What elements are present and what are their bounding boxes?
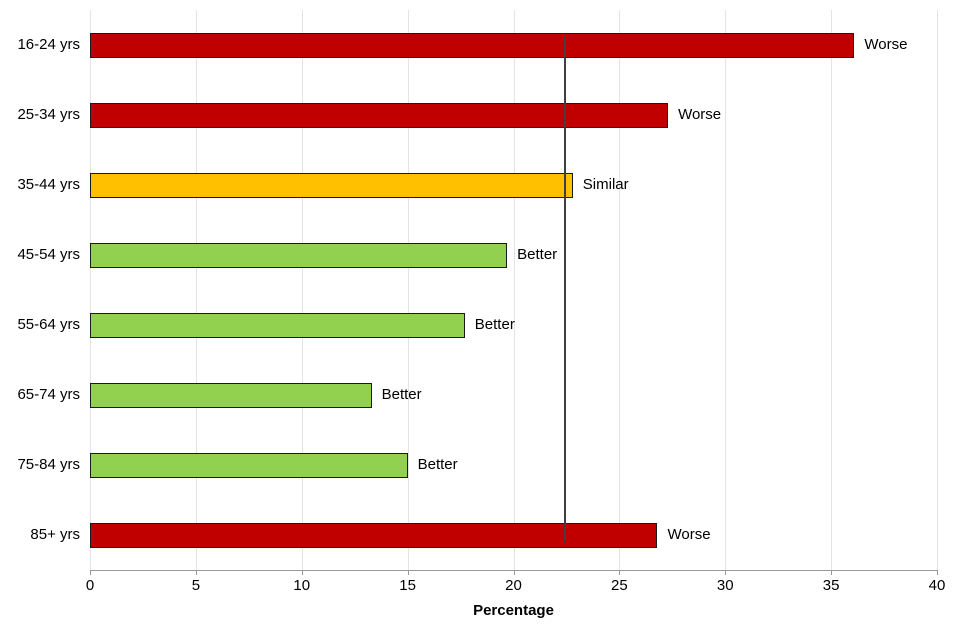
bar [90,172,573,198]
gridline [831,10,833,570]
tick-label: 35 [822,577,840,594]
bar-status-label: Worse [678,106,722,123]
bar-status-label: Better [474,316,515,333]
reference-line [564,34,566,542]
bar-status-label: Worse [864,36,908,53]
tick-label: 15 [399,577,416,594]
tick-mark [195,570,197,575]
tick-label: 5 [191,577,201,594]
x-axis-title: Percentage [473,602,554,619]
bar-status-label: Better [417,456,458,473]
gridline [725,10,727,570]
tick-mark [725,570,727,575]
category-label: 75-84 yrs [17,456,80,473]
gridline [90,10,91,570]
category-label: 65-74 yrs [17,386,80,403]
category-label: 35-44 yrs [17,176,80,193]
gridline [513,10,515,570]
tick-mark [407,570,409,575]
category-label: 45-54 yrs [17,246,80,263]
tick-label: 0 [85,577,95,594]
tick-label: 25 [611,577,628,594]
bar [90,522,658,548]
tick-mark [90,570,91,575]
plot-area: Worse Worse Similar Better Better Better Bette… [90,10,938,570]
tick-label: 40 [928,577,946,594]
bar [90,312,465,338]
bar-status-label: Better [517,246,558,263]
tick-label: 10 [293,577,311,594]
category-label: 55-64 yrs [17,316,80,333]
bar [90,382,372,408]
gridline [301,10,303,570]
gridline [407,10,409,570]
category-label: 25-34 yrs [17,106,80,123]
tick-mark [301,570,303,575]
bar [90,32,855,58]
category-label: 16-24 yrs [17,36,80,53]
tick-mark [831,570,833,575]
tick-label: 20 [505,577,522,594]
bar [90,242,508,268]
bar-status-label: Worse [667,526,711,543]
gridline [195,10,197,570]
bar [90,452,408,478]
tick-mark [937,570,938,575]
tick-mark [513,570,515,575]
bar-status-label: Better [381,386,422,403]
gridline [619,10,621,570]
bar [90,102,669,128]
bar-status-label: Similar [582,176,629,193]
tick-label: 30 [716,577,734,594]
category-label: 85+ yrs [30,526,80,543]
tick-mark [619,570,621,575]
gridline [937,10,938,570]
